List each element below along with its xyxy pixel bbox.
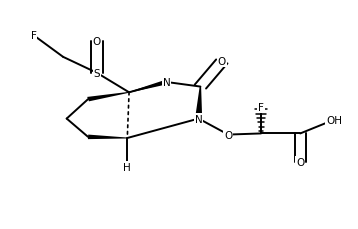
Text: N: N [163,78,170,88]
Polygon shape [129,81,168,93]
Text: OH: OH [326,115,342,125]
Text: N: N [195,114,203,124]
Text: S: S [94,68,100,79]
Polygon shape [195,87,202,119]
Text: F: F [30,31,37,41]
Polygon shape [87,93,129,102]
Text: H: H [124,162,131,172]
Text: O: O [224,130,232,140]
Text: O: O [296,157,304,167]
Polygon shape [88,135,127,139]
Text: O: O [218,57,226,67]
Text: F: F [258,103,264,113]
Text: O: O [93,37,101,47]
